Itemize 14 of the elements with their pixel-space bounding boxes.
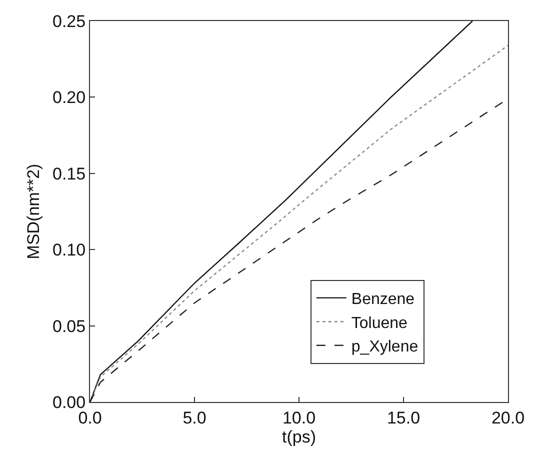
x-axis-title: t(ps) xyxy=(282,427,316,446)
y-tick-label: 0.25 xyxy=(52,12,86,31)
legend-label: Benzene xyxy=(351,291,415,308)
y-tick-label: 0.10 xyxy=(52,240,86,260)
y-tick-label: 0.05 xyxy=(52,316,86,336)
x-tick-label: 20.0 xyxy=(491,408,525,428)
y-axis-title: MSD(nm**2) xyxy=(24,164,44,260)
y-tick-label: 0.20 xyxy=(52,88,86,108)
legend-label: Toluene xyxy=(351,314,408,332)
x-tick-label: 10.0 xyxy=(282,408,316,428)
legend-label: p_Xylene xyxy=(351,338,418,356)
x-tick-label: 5.0 xyxy=(182,408,206,428)
y-tick-label: 0.15 xyxy=(52,164,86,184)
x-tick-label: 15.0 xyxy=(386,408,420,428)
